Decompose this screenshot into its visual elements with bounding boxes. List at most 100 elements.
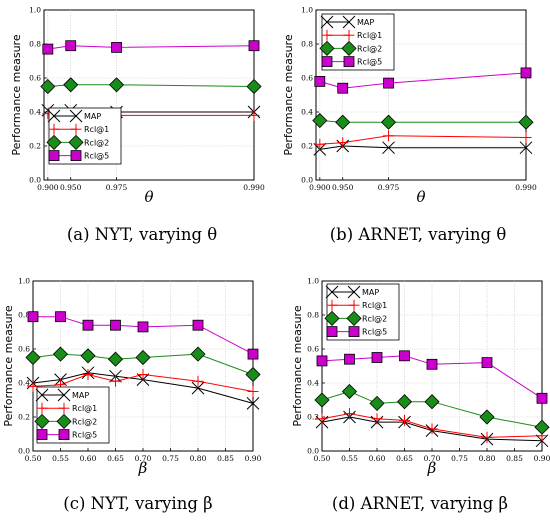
legend-label: Rcl@1 bbox=[72, 404, 97, 413]
legend-label: MAP bbox=[357, 18, 374, 27]
legend-marker bbox=[320, 15, 334, 29]
data-point-Rcl@1 bbox=[137, 369, 149, 380]
data-point-Rcl@2 bbox=[314, 392, 330, 408]
y-tick-label: 1.0 bbox=[301, 6, 313, 15]
legend-label: MAP bbox=[362, 288, 379, 297]
data-point-Rcl@2 bbox=[534, 419, 550, 435]
legend-marker bbox=[324, 310, 340, 326]
series-line-Rcl@2 bbox=[319, 120, 526, 123]
data-point-Rcl@5 bbox=[42, 43, 54, 55]
data-point-Rcl@1 bbox=[344, 408, 355, 420]
x-tick-label: 0.990 bbox=[243, 183, 265, 192]
legend-marker bbox=[70, 123, 82, 135]
data-point-Rcl@5 bbox=[137, 321, 149, 333]
data-point-Rcl@2 bbox=[369, 395, 385, 411]
data-point-Rcl@2 bbox=[396, 394, 413, 410]
series-line-Rcl@1 bbox=[319, 135, 527, 145]
data-point-Rcl@1 bbox=[399, 414, 410, 426]
legend-marker bbox=[57, 388, 71, 402]
x-tick-label: 0.55 bbox=[52, 454, 69, 463]
legend-marker bbox=[48, 150, 60, 162]
y-tick-label: 0.4 bbox=[29, 108, 41, 117]
data-point-Rcl@2 bbox=[380, 114, 397, 130]
data-point-Rcl@2 bbox=[52, 346, 69, 362]
x-tick-label: 0.950 bbox=[332, 183, 354, 192]
data-point-Rcl@2 bbox=[335, 114, 351, 130]
data-point-Rcl@5 bbox=[337, 82, 349, 94]
y-tick-label: 0.0 bbox=[29, 176, 41, 185]
x-tick-label: 0.60 bbox=[80, 454, 97, 463]
data-point-Rcl@5 bbox=[520, 67, 532, 79]
data-point-Rcl@2 bbox=[246, 78, 262, 95]
y-tick-label: 0.4 bbox=[301, 108, 313, 117]
legend-box bbox=[36, 386, 110, 444]
caption: (c) NYT, varying β bbox=[63, 494, 212, 513]
y-axis-label: Performance measure bbox=[10, 34, 23, 155]
chart-panel-2: 0.0 0.2 0.4 0.6 0.8 1.0 0.900 0.950 0.975 0.990 Pe… bbox=[282, 6, 537, 245]
y-tick-label: 0.6 bbox=[307, 345, 319, 354]
legend-marker bbox=[348, 299, 360, 311]
data-point-Rcl@1 bbox=[337, 137, 349, 149]
x-tick-label: 0.65 bbox=[396, 454, 413, 463]
legend-marker bbox=[36, 402, 48, 414]
legend: MAP Rcl@1 Rcl@2 Rcl@5 bbox=[46, 107, 122, 165]
y-tick-label: 1.0 bbox=[18, 277, 30, 286]
data-point-Rcl@5 bbox=[383, 77, 394, 89]
data-point-Rcl@5 bbox=[27, 311, 39, 323]
data-point-Rcl@1 bbox=[520, 132, 532, 143]
x-tick-label: 0.70 bbox=[135, 454, 152, 463]
data-point-Rcl@1 bbox=[426, 423, 438, 435]
legend-marker bbox=[319, 40, 335, 56]
x-axis-label: β bbox=[427, 459, 437, 477]
x-axis-label: θ bbox=[144, 188, 153, 206]
data-point-MAP bbox=[191, 381, 205, 395]
caption: (a) NYT, varying θ bbox=[67, 225, 217, 244]
data-point-Rcl@1 bbox=[247, 386, 259, 397]
legend-label: Rcl@1 bbox=[362, 301, 387, 310]
data-point-Rcl@1 bbox=[314, 138, 326, 150]
data-point-MAP bbox=[246, 397, 260, 410]
x-tick-label: 0.60 bbox=[369, 454, 386, 463]
x-tick-label: 0.55 bbox=[341, 454, 358, 463]
y-tick-label: 0.2 bbox=[301, 142, 313, 151]
y-tick-label: 0.8 bbox=[29, 40, 41, 49]
data-point-Rcl@5 bbox=[371, 352, 383, 363]
legend-label: Rcl@2 bbox=[84, 138, 109, 147]
data-point-Rcl@1 bbox=[383, 130, 395, 142]
legend: MAP Rcl@1 Rcl@2 Rcl@5 bbox=[34, 386, 110, 444]
legend-label: Rcl@2 bbox=[357, 44, 382, 53]
data-point-Rcl@2 bbox=[63, 77, 79, 93]
legend-label: Rcl@5 bbox=[84, 152, 109, 161]
x-tick-label: 0.90 bbox=[534, 454, 550, 463]
caption: (b) ARNET, varying θ bbox=[330, 225, 507, 244]
series-line-Rcl@5 bbox=[319, 72, 527, 89]
x-tick-label: 0.80 bbox=[190, 454, 207, 463]
y-tick-label: 1.0 bbox=[29, 6, 41, 15]
y-tick-label: 0.2 bbox=[18, 413, 30, 422]
legend-marker bbox=[325, 285, 339, 299]
y-tick-label: 0.8 bbox=[307, 311, 319, 320]
legend-marker bbox=[58, 429, 70, 441]
data-point-Rcl@1 bbox=[27, 380, 39, 392]
legend-marker bbox=[46, 134, 62, 150]
data-point-Rcl@2 bbox=[479, 409, 495, 425]
data-point-Rcl@2 bbox=[190, 346, 206, 362]
data-point-Rcl@5 bbox=[82, 319, 94, 331]
data-point-Rcl@2 bbox=[135, 349, 151, 366]
legend-marker bbox=[68, 134, 84, 150]
legend-marker bbox=[56, 413, 72, 429]
y-axis-label: Performance measure bbox=[2, 305, 15, 426]
x-tick-label: 0.70 bbox=[424, 454, 441, 463]
x-tick-label: 0.80 bbox=[479, 454, 496, 463]
legend-label: Rcl@2 bbox=[362, 314, 387, 323]
legend-label: Rcl@2 bbox=[72, 417, 97, 426]
data-point-Rcl@5 bbox=[481, 357, 493, 369]
data-point-Rcl@1 bbox=[82, 369, 94, 380]
data-point-Rcl@5 bbox=[426, 358, 438, 370]
legend-marker bbox=[341, 40, 357, 56]
data-point-Rcl@5 bbox=[247, 348, 259, 360]
legend-marker bbox=[34, 413, 50, 429]
legend-box bbox=[321, 13, 395, 71]
x-axis-label: θ bbox=[416, 188, 425, 206]
x-tick-label: 0.90 bbox=[245, 454, 262, 463]
